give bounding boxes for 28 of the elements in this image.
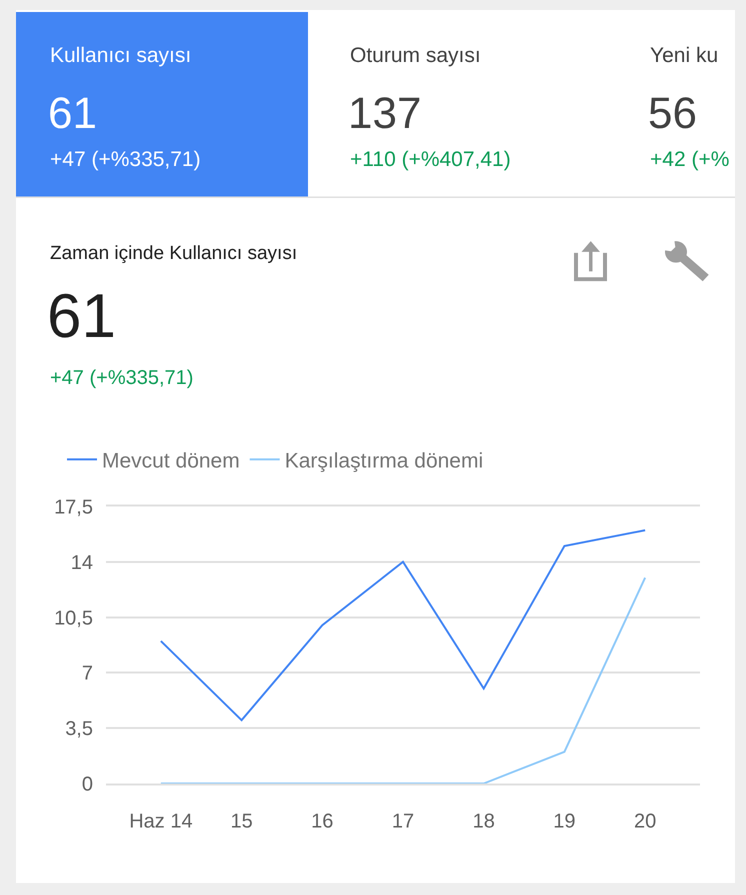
- legend-label: Mevcut dönem: [102, 450, 240, 473]
- x-tick-label: Haz 14: [129, 810, 193, 832]
- chart-subtitle: 61: [47, 282, 116, 351]
- text: Yeni ku: [650, 44, 718, 67]
- text: Oturum sayısı: [350, 44, 481, 67]
- text: 61: [48, 89, 97, 138]
- text: +110 (+%407,41): [350, 148, 511, 171]
- chart-title: Zaman içinde Kullanıcı sayısı: [50, 243, 298, 264]
- x-tick-label: 16: [311, 810, 334, 832]
- y-tick-label: 17,5: [54, 496, 93, 518]
- x-tick-label: 18: [472, 810, 495, 832]
- x-tick-label: 19: [553, 810, 576, 832]
- text: 56: [648, 89, 697, 138]
- x-tick-label: 20: [634, 810, 656, 832]
- text: +42 (+%: [650, 148, 730, 171]
- text: +47 (+%335,71): [50, 367, 194, 389]
- text: 137: [348, 89, 422, 138]
- x-tick-label: 15: [230, 810, 253, 832]
- text: +47 (+%335,71): [50, 148, 201, 171]
- legend-label: Karşılaştırma dönemi: [284, 450, 484, 473]
- line-series: [160, 529, 646, 722]
- y-tick-label: 0: [82, 774, 93, 796]
- y-tick-label: 14: [70, 552, 93, 574]
- x-tick-label: 17: [392, 810, 414, 832]
- y-tick-label: 10,5: [54, 607, 93, 630]
- y-tick-label: 3,5: [65, 718, 93, 740]
- text: Kullanıcı sayısı: [50, 44, 192, 67]
- y-tick-label: 7: [82, 662, 93, 685]
